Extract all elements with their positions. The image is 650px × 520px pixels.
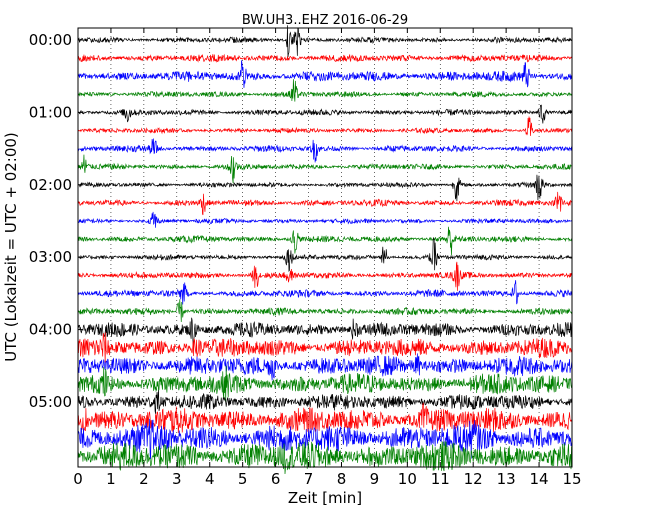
trace-0430 [77, 353, 573, 381]
trace-0215 [77, 191, 573, 216]
y-tick-label: 00:00 [29, 31, 72, 49]
trace-0515 [77, 402, 573, 433]
plot-frame [77, 27, 573, 468]
trace-0530 [77, 418, 573, 460]
x-tick-label: 3 [172, 470, 182, 488]
x-tick-label: 10 [398, 470, 417, 488]
y-axis-label: UTC (Lokalzeit = UTC + 02:00) [2, 132, 20, 362]
y-tick-label: 04:00 [29, 321, 72, 339]
y-tick-label: 02:00 [29, 176, 72, 194]
trace-0315 [77, 261, 573, 291]
x-tick-label: 0 [73, 470, 83, 488]
trace-0100 [77, 104, 573, 124]
trace-0030 [77, 60, 573, 88]
trace-0300 [77, 237, 573, 273]
trace-0145 [77, 154, 573, 184]
x-tick-label: 15 [562, 470, 581, 488]
trace-0445 [77, 365, 573, 402]
y-tick-label: 01:00 [29, 103, 72, 121]
x-tick-label: 6 [271, 470, 281, 488]
seismogram-traces [77, 25, 573, 474]
trace-0230 [77, 211, 573, 228]
x-tick-label: 14 [530, 470, 549, 488]
x-tick-label: 5 [238, 470, 248, 488]
trace-0345 [77, 299, 573, 323]
trace-0400 [77, 317, 573, 347]
trace-0130 [77, 138, 573, 163]
x-tick-label: 8 [337, 470, 347, 488]
trace-0015 [77, 53, 573, 63]
trace-0115 [77, 116, 573, 136]
x-tick-label: 13 [497, 470, 516, 488]
trace-0000 [77, 25, 573, 58]
x-tick-label: 11 [431, 470, 450, 488]
x-tick-label: 2 [139, 470, 149, 488]
trace-0245 [77, 226, 573, 256]
chart-title: BW.UH3..EHZ 2016-06-29 [242, 13, 408, 28]
x-axis-label: Zeit [min] [288, 489, 362, 507]
y-tick-label: 05:00 [29, 393, 72, 411]
trace-0200 [77, 174, 573, 201]
trace-0415 [77, 332, 573, 363]
x-tick-label: 9 [370, 470, 380, 488]
x-tick-label: 4 [205, 470, 215, 488]
trace-0330 [77, 280, 573, 305]
x-axis-ticks: 0 1 2 3 4 5 6 7 8 9 10 11 12 13 14 15 [73, 28, 582, 488]
y-axis-ticks: 00:00 01:00 02:00 03:00 04:00 05:00 [29, 31, 572, 411]
trace-0545 [77, 441, 573, 474]
x-tick-label: 7 [304, 470, 314, 488]
trace-0045 [77, 79, 573, 102]
x-tick-label: 1 [106, 470, 116, 488]
y-tick-label: 03:00 [29, 248, 72, 266]
x-tick-label: 12 [464, 470, 483, 488]
trace-0500 [77, 390, 573, 414]
